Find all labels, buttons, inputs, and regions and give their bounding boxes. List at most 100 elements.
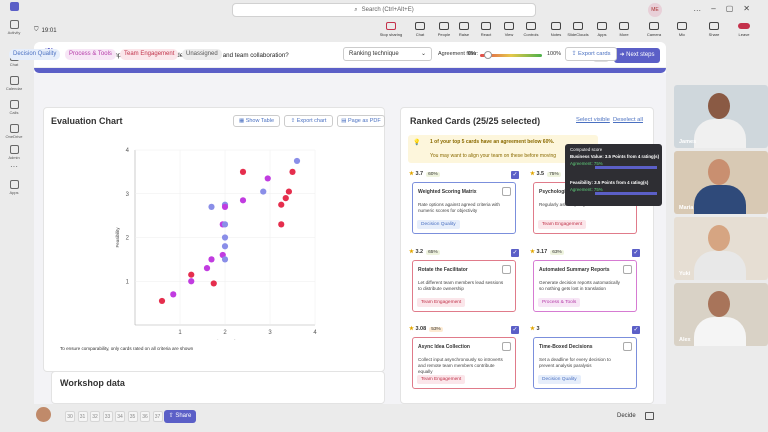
video-tile-alex[interactable]: Alex <box>674 283 768 346</box>
ranking-technique-select[interactable]: Ranking technique ⌄ <box>343 47 432 61</box>
toolbar-controls-button[interactable]: Controls <box>519 22 543 37</box>
filter-chip-unassigned[interactable]: Unassigned <box>182 49 222 60</box>
data-point[interactable] <box>264 175 271 182</box>
data-point[interactable] <box>221 243 229 250</box>
person-icon[interactable] <box>502 265 511 274</box>
leave-button[interactable]: Leave <box>731 22 757 37</box>
data-point[interactable] <box>170 291 177 298</box>
data-point[interactable] <box>208 256 215 263</box>
page-pdf-button[interactable]: ▤ Page as PDF <box>337 115 385 127</box>
toolbar-notes-button[interactable]: Notes <box>544 22 568 37</box>
video-tile-yuki[interactable]: Yuki <box>674 217 768 280</box>
next-steps-button[interactable]: ➜ Next steps <box>614 48 660 63</box>
data-point[interactable] <box>289 168 296 175</box>
user-avatar[interactable] <box>36 407 51 422</box>
data-point[interactable] <box>188 271 195 278</box>
export-chart-button[interactable]: ⇪ Export chart <box>284 115 333 127</box>
select-visible-link[interactable]: Select visible <box>576 117 610 123</box>
data-point[interactable] <box>221 221 229 228</box>
data-point[interactable] <box>278 201 285 208</box>
card-checkbox[interactable]: ✓ <box>511 171 519 179</box>
video-tile-maria[interactable]: Maria <box>674 151 768 214</box>
evaluation-chart[interactable]: 1 2 3 4 1 2 3 4 Business Value Feasibility <box>55 140 325 340</box>
filter-chip-process-tools[interactable]: Process & Tools <box>65 49 116 60</box>
data-point[interactable] <box>260 188 267 195</box>
rating-number-button[interactable]: 32 <box>90 411 100 422</box>
toolbar-chat-button[interactable]: Chat <box>408 22 432 37</box>
card-checkbox[interactable]: ✓ <box>511 326 519 334</box>
profile-avatar[interactable]: ME <box>648 3 662 17</box>
rail-item-calendar[interactable]: Calendar <box>0 76 28 91</box>
ranked-card[interactable]: ★ 3.2 65% ✓ Rotate the Facilitator Let diffe… <box>409 249 519 313</box>
decide-label[interactable]: Decide <box>617 413 636 419</box>
window-controls[interactable]: …–▢✕ <box>693 4 760 13</box>
data-point[interactable] <box>293 157 301 165</box>
rating-number-button[interactable]: 36 <box>140 411 150 422</box>
card-checkbox[interactable]: ✓ <box>632 249 640 257</box>
rail-item-calls[interactable]: Calls <box>0 100 28 115</box>
show-table-button[interactable]: ▦ Show Table <box>233 115 280 127</box>
rail-more-icon[interactable]: ··· <box>10 162 18 171</box>
rail-item-apps[interactable]: Apps <box>0 180 28 195</box>
person-icon[interactable] <box>502 342 511 351</box>
data-point[interactable] <box>221 234 229 241</box>
data-point[interactable] <box>208 203 215 210</box>
screen-icon[interactable] <box>645 412 654 420</box>
data-point[interactable] <box>203 265 211 272</box>
person-icon[interactable] <box>502 187 511 196</box>
card-body[interactable]: Weighted Scoring Matrix Rate options agai… <box>412 182 516 234</box>
rating-number-button[interactable]: 30 <box>65 411 75 422</box>
person-icon[interactable] <box>623 265 632 274</box>
ranked-card[interactable]: ★ 3.08 53% ✓ Async Idea Collection Collect i… <box>409 326 519 390</box>
filter-chip-team-engagement[interactable]: Team Engagement <box>120 49 179 60</box>
toolbar-stop-sharing-button[interactable]: Stop sharing <box>379 22 403 37</box>
export-cards-button[interactable]: ⇪ Export cards <box>565 47 617 61</box>
data-point[interactable] <box>158 297 166 305</box>
data-point[interactable] <box>239 168 247 175</box>
card-body[interactable]: Automated Summary Reports Generate decisi… <box>533 260 637 312</box>
search-input[interactable]: ⌕ Search (Ctrl+Alt+E) <box>232 3 536 17</box>
toolbar-mic-button[interactable]: Mic <box>670 22 694 37</box>
toolbar-camera-button[interactable]: Camera <box>642 22 666 37</box>
ranked-card[interactable]: ★ 3.7 60% ✓ Weighted Scoring Matrix Rate opt… <box>409 171 519 235</box>
data-point[interactable] <box>221 256 229 263</box>
toolbar-more-button[interactable]: More <box>612 22 636 37</box>
card-body[interactable]: Rotate the Facilitator Let different team… <box>412 260 516 312</box>
toolbar-react-button[interactable]: React <box>474 22 498 37</box>
data-point[interactable] <box>221 203 229 210</box>
ranked-card[interactable]: ★ 3 ✓ Time-Boxed Decisions Set a deadline f… <box>530 326 640 390</box>
rating-number-button[interactable]: 37 <box>152 411 163 422</box>
toolbar-apps-button[interactable]: Apps <box>590 22 614 37</box>
teams-logo-icon[interactable] <box>0 2 28 12</box>
video-tile-james[interactable]: James <box>674 85 768 148</box>
data-point[interactable] <box>188 278 195 285</box>
agreement-slider-handle[interactable] <box>484 51 492 59</box>
toolbar-view-button[interactable]: View <box>497 22 521 37</box>
toolbar-people-button[interactable]: People <box>432 22 456 37</box>
agreement-slider[interactable] <box>480 54 542 57</box>
rail-item-admin[interactable]: Admin <box>0 145 28 160</box>
rating-number-button[interactable]: 33 <box>102 411 113 422</box>
data-point[interactable] <box>210 280 217 287</box>
card-checkbox[interactable]: ✓ <box>632 326 640 334</box>
card-body[interactable]: Time-Boxed Decisions Set a deadline for e… <box>533 337 637 389</box>
rating-number-button[interactable]: 31 <box>77 411 88 422</box>
toolbar-share-button[interactable]: Share <box>702 22 726 37</box>
data-point[interactable] <box>278 221 285 228</box>
card-body[interactable]: Async Idea Collection Collect input async… <box>412 337 516 389</box>
rating-number-button[interactable]: 34 <box>115 411 125 422</box>
person-icon[interactable] <box>623 342 632 351</box>
share-button[interactable]: ⇧ Share <box>164 410 196 423</box>
deselect-all-link[interactable]: Deselect all <box>613 117 643 123</box>
data-point[interactable] <box>282 195 289 202</box>
rating-number-button[interactable]: 35 <box>127 411 138 422</box>
rail-item-onedrive[interactable]: OneDrive <box>0 124 28 139</box>
toolbar-slideclouds-button[interactable]: SlideClouds <box>566 22 590 37</box>
ranked-card[interactable]: ★ 3.17 63% ✓ Automated Summary Reports Gener… <box>530 249 640 313</box>
data-point[interactable] <box>239 197 247 204</box>
rail-item-activity[interactable]: Activity <box>0 20 28 35</box>
data-point[interactable] <box>285 188 292 195</box>
toolbar-raise-button[interactable]: Raise <box>452 22 476 37</box>
card-checkbox[interactable]: ✓ <box>511 249 519 257</box>
filter-chip-decision-quality[interactable]: Decision Quality <box>9 49 61 60</box>
